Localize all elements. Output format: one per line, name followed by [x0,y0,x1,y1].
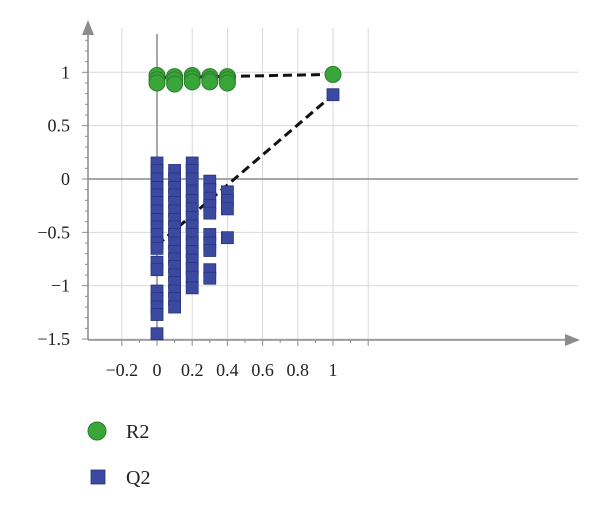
trend-lines [156,72,334,247]
r2-point [183,73,201,91]
q2-point [150,308,164,321]
legend-label-q2: Q2 [126,467,150,489]
x-tick-label: 0.4 [216,360,239,380]
trend-line-q2 [156,93,334,247]
q2-point [203,271,217,285]
y-tick-label: 1 [61,62,70,82]
q2-point [185,172,199,186]
y-tick-label: 0.5 [48,116,71,136]
r2-point [201,73,219,91]
q2-point [203,206,217,220]
q2-point [326,88,340,102]
r2-point [148,74,166,92]
x-tick-label: 0 [153,360,162,380]
legend: R2 Q2 [87,421,150,489]
y-axis-arrow [82,20,94,35]
x-tick-label: 0.8 [287,360,310,380]
q2-point [185,281,199,295]
q2-point [150,241,164,255]
q2-point [150,327,164,341]
x-axis-arrow [565,334,580,346]
r2-point [324,65,342,83]
q2-point [185,270,199,284]
x-tick-label: 1 [329,360,338,380]
q2-point [150,263,164,277]
r2-point [218,74,236,92]
legend-label-r2: R2 [126,421,149,443]
x-tick-label: −0.2 [105,360,138,380]
q2-point [203,244,217,257]
y-tick-label: 0 [61,169,70,189]
legend-q2-marker [90,469,106,485]
tick-labels: −1.5 −1 −0.5 0 0.5 1 −0.2 0 0.2 0.4 0.6 0.8 1 [37,62,337,380]
r2-point [166,75,184,93]
q2-point [168,300,182,314]
q2-point [220,231,234,245]
trend-line-r2 [156,72,334,80]
data-points [148,65,342,341]
x-tick-label: 0.2 [181,360,204,380]
legend-r2-marker [87,421,107,441]
x-tick-label: 0.6 [251,360,274,380]
y-tick-label: −0.5 [37,222,70,242]
y-tick-label: −1.5 [37,329,70,349]
y-tick-label: −1 [51,276,70,296]
q2-point [220,202,234,216]
